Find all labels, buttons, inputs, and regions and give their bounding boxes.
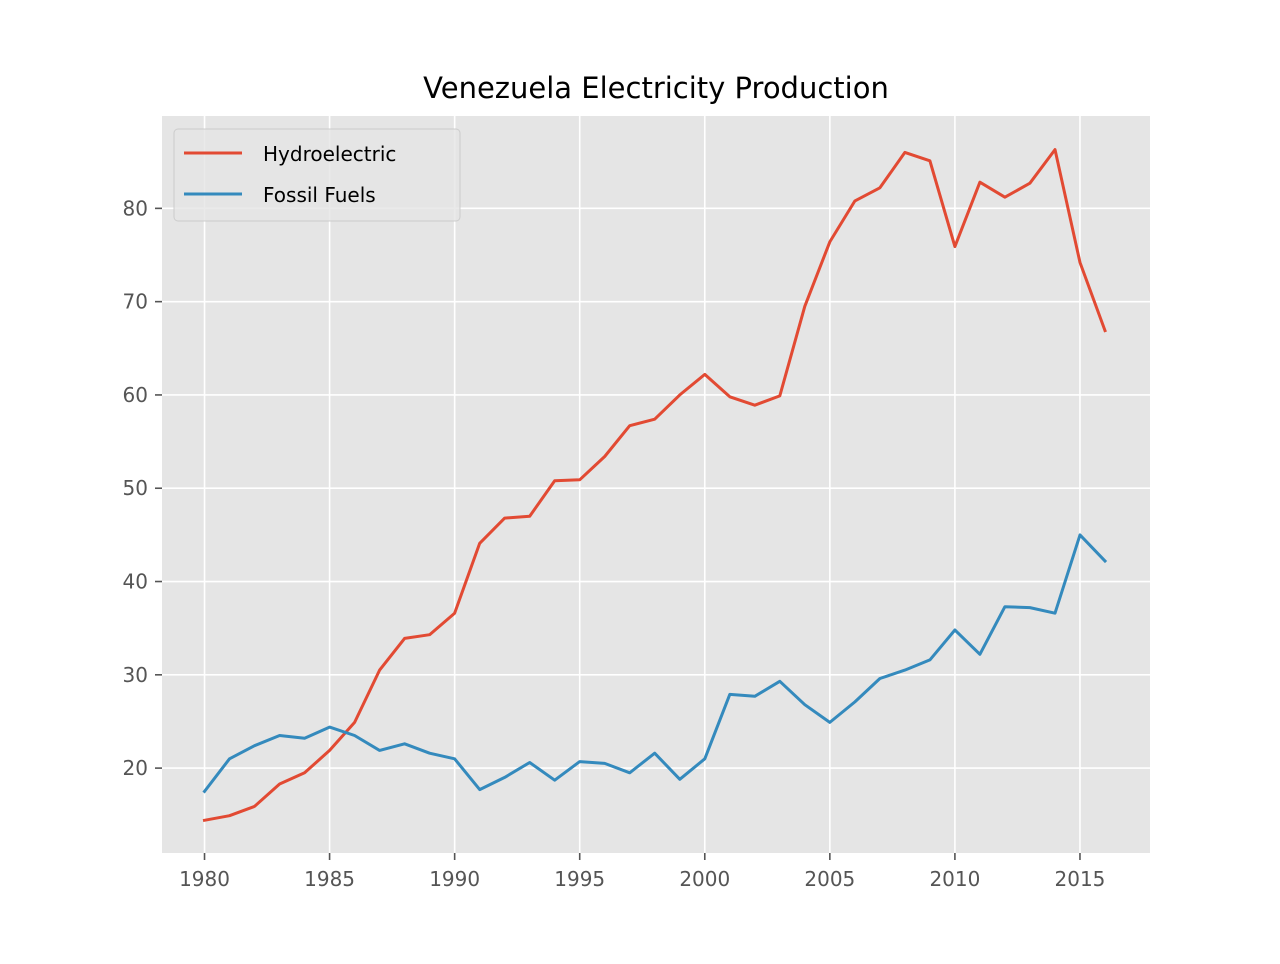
plot-area <box>162 116 1150 853</box>
gridlines <box>162 116 1150 853</box>
x-tick-label: 1985 <box>304 867 355 891</box>
legend-label-fossil-fuels: Fossil Fuels <box>263 183 376 207</box>
x-tick-label: 1980 <box>179 867 230 891</box>
y-tick-label: 30 <box>123 663 148 687</box>
y-tick-label: 20 <box>123 756 148 780</box>
legend-label-hydroelectric: Hydroelectric <box>263 142 396 166</box>
x-tick-label: 2000 <box>679 867 730 891</box>
y-tick-label: 50 <box>123 476 148 500</box>
chart-title: Venezuela Electricity Production <box>423 71 889 105</box>
series-line-hydroelectric <box>202 148 1107 823</box>
x-tick-label: 1995 <box>554 867 605 891</box>
x-tick-label: 2015 <box>1055 867 1106 891</box>
x-tick-label: 1990 <box>429 867 480 891</box>
legend: Hydroelectric Fossil Fuels <box>173 128 461 222</box>
y-axis-ticks: 20 30 40 50 60 70 80 <box>123 196 162 780</box>
y-tick-label: 40 <box>123 570 148 594</box>
legend-box <box>173 128 461 222</box>
y-tick-label: 70 <box>123 290 148 314</box>
x-tick-label: 2005 <box>804 867 855 891</box>
series-lines <box>202 148 1108 823</box>
y-tick-label: 60 <box>123 383 148 407</box>
x-tick-label: 2010 <box>929 867 980 891</box>
y-tick-label: 80 <box>123 196 148 220</box>
series-line-fossil-fuels <box>202 533 1108 794</box>
x-axis-ticks: 1980 1985 1990 1995 2000 2005 2010 2015 <box>179 853 1105 891</box>
